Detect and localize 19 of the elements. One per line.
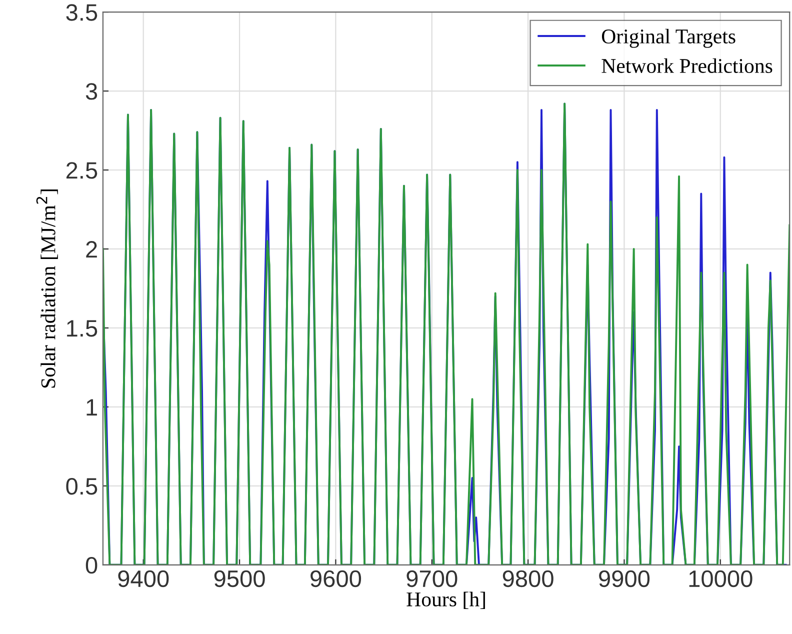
y-tick-label: 0 bbox=[86, 556, 98, 574]
y-tick-label: 3 bbox=[86, 83, 98, 100]
y-tick-label: 1.5 bbox=[67, 320, 98, 337]
x-axis-title: Hours [h] bbox=[406, 592, 485, 610]
y-tick-label: 0.5 bbox=[66, 478, 98, 495]
legend-label: Original Targets bbox=[602, 28, 736, 48]
y-tick-label: 2.5 bbox=[66, 162, 98, 179]
x-tick-label: 9400 bbox=[118, 570, 169, 588]
x-tick-label: 9900 bbox=[599, 570, 650, 588]
y-tick-label: 2 bbox=[86, 241, 97, 258]
y-tick-label: 1 bbox=[86, 399, 97, 416]
y-tick-label: 3.5 bbox=[66, 4, 98, 21]
y-axis-title: Solar radiation [MJ/m$^{2}$] bbox=[36, 190, 58, 388]
x-tick-label: 10000 bbox=[689, 570, 752, 588]
x-tick-label: 9500 bbox=[214, 570, 265, 588]
x-tick-label: 9700 bbox=[406, 570, 458, 588]
legend-label: Network Predictions bbox=[602, 58, 772, 73]
x-tick-label: 9600 bbox=[310, 570, 362, 588]
x-tick-label: 9800 bbox=[502, 570, 554, 588]
